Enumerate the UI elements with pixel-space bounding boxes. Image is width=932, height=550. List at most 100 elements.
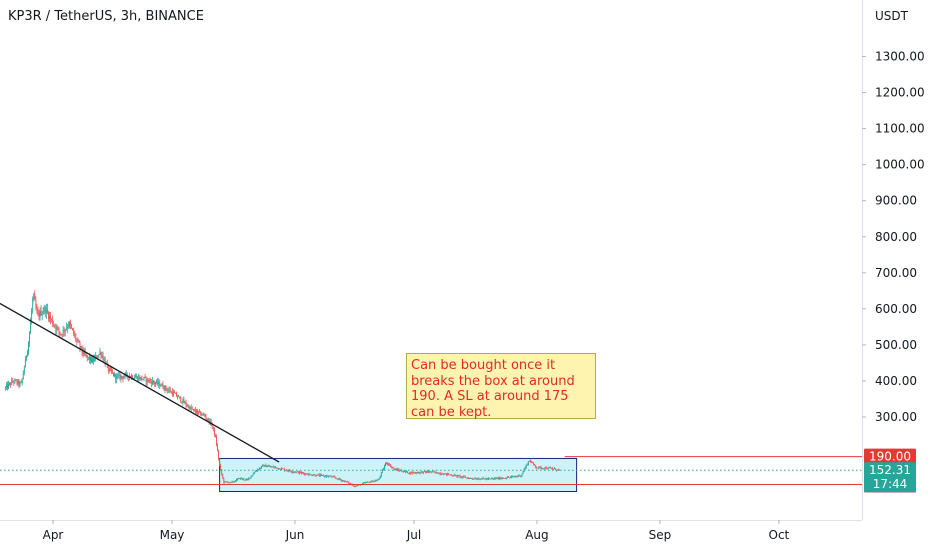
candle-body bbox=[115, 373, 117, 380]
candle-body bbox=[509, 477, 510, 479]
candle-body bbox=[554, 468, 555, 470]
candle-body bbox=[31, 310, 33, 322]
candle-body bbox=[541, 468, 543, 469]
candle-body bbox=[177, 396, 178, 398]
candle-body bbox=[149, 380, 151, 382]
candle-body bbox=[100, 352, 102, 356]
candle-body bbox=[318, 474, 320, 476]
candle-body bbox=[96, 355, 98, 359]
y-tick-label: 600.00 bbox=[875, 302, 917, 316]
candle-body bbox=[419, 472, 421, 474]
candle-body bbox=[250, 475, 252, 478]
candle-body bbox=[503, 478, 505, 480]
candle-body bbox=[531, 462, 532, 464]
candle-body bbox=[532, 462, 533, 464]
candle-body bbox=[11, 380, 13, 385]
current-price-badge[interactable] bbox=[864, 462, 916, 493]
candle-body bbox=[512, 476, 513, 478]
candle-body bbox=[15, 379, 17, 381]
candle-body bbox=[275, 467, 277, 468]
y-tick-label: 500.00 bbox=[875, 338, 917, 352]
candle-body bbox=[174, 392, 175, 394]
candle-body bbox=[194, 409, 195, 411]
y-tick-label: 1100.00 bbox=[875, 122, 925, 136]
candle-body bbox=[305, 473, 307, 475]
candle-body bbox=[41, 313, 43, 316]
candle-body bbox=[211, 424, 213, 427]
candle-body bbox=[519, 475, 521, 477]
candle-body bbox=[147, 378, 149, 382]
candle-body bbox=[112, 371, 113, 373]
candle-body bbox=[269, 466, 271, 467]
candle-body bbox=[462, 476, 464, 478]
candle-body bbox=[119, 374, 121, 379]
candle-body bbox=[380, 472, 382, 477]
candle-body bbox=[247, 479, 249, 480]
candle-body bbox=[121, 375, 123, 377]
candle-body bbox=[500, 478, 502, 480]
candle-body bbox=[535, 465, 537, 468]
candle-body bbox=[248, 477, 250, 480]
candle-body bbox=[548, 467, 550, 469]
candle-body bbox=[173, 392, 174, 396]
candle-body bbox=[366, 482, 367, 484]
candle-body bbox=[455, 475, 457, 476]
candle-body bbox=[239, 478, 240, 479]
candle-body bbox=[542, 468, 544, 469]
current-price-label: 152.31 bbox=[869, 463, 911, 477]
range-box[interactable] bbox=[219, 457, 578, 493]
candle-body bbox=[38, 313, 40, 317]
candle-body bbox=[34, 293, 36, 301]
candle-body bbox=[393, 467, 395, 470]
candle-body bbox=[199, 411, 201, 413]
candle-body bbox=[229, 481, 231, 483]
candle-body bbox=[33, 293, 35, 299]
candle-body bbox=[367, 481, 369, 483]
candle-body bbox=[299, 471, 300, 474]
candle-body bbox=[266, 466, 268, 468]
candle-body bbox=[179, 396, 181, 398]
candle-body bbox=[9, 382, 10, 384]
candle-body bbox=[310, 474, 312, 476]
candle-body bbox=[557, 469, 559, 471]
candle-body bbox=[447, 473, 448, 475]
candle-body bbox=[153, 380, 154, 383]
candle-body bbox=[66, 327, 68, 328]
candle-body bbox=[546, 468, 548, 470]
candle-body bbox=[362, 483, 363, 485]
candle-body bbox=[125, 373, 127, 375]
candle-body bbox=[402, 471, 404, 473]
range-box-rect[interactable] bbox=[219, 457, 578, 493]
candle-body bbox=[253, 472, 255, 474]
candle-body bbox=[57, 327, 59, 328]
candle-body bbox=[465, 477, 467, 479]
candle-body bbox=[449, 474, 450, 476]
candle-body bbox=[409, 472, 411, 474]
candle-body bbox=[62, 329, 64, 336]
candle-body bbox=[376, 480, 378, 482]
trade-note[interactable]: Can be bought once it breaks the box at … bbox=[406, 353, 596, 420]
candle-body bbox=[284, 468, 286, 471]
candle-body bbox=[475, 478, 477, 480]
y-tick-label: 1300.00 bbox=[875, 50, 925, 64]
candle-body bbox=[553, 468, 554, 470]
candle-body bbox=[470, 478, 471, 479]
level-badge-label: 190.00 bbox=[869, 450, 911, 464]
candle-body bbox=[281, 468, 282, 470]
candle-body bbox=[520, 475, 522, 477]
candle-body bbox=[397, 469, 399, 471]
candle-body bbox=[332, 476, 334, 478]
descending-trendline[interactable] bbox=[0, 273, 280, 463]
candle-body bbox=[460, 476, 462, 478]
candle-body bbox=[516, 476, 518, 478]
drawings[interactable] bbox=[0, 273, 862, 486]
level-badge[interactable] bbox=[864, 448, 916, 465]
time-axis[interactable]: Apr May Jun Jul Aug Sep Oct bbox=[0, 520, 862, 542]
y-tick-label: 800.00 bbox=[875, 230, 917, 244]
candle-body bbox=[373, 481, 375, 483]
price-axis[interactable]: USDT 1300.00 1200.00 1100.00 1000.00 900.00 80… bbox=[862, 0, 932, 550]
candle-body bbox=[28, 342, 29, 352]
candle-body bbox=[89, 356, 90, 361]
candle-body bbox=[65, 327, 67, 330]
